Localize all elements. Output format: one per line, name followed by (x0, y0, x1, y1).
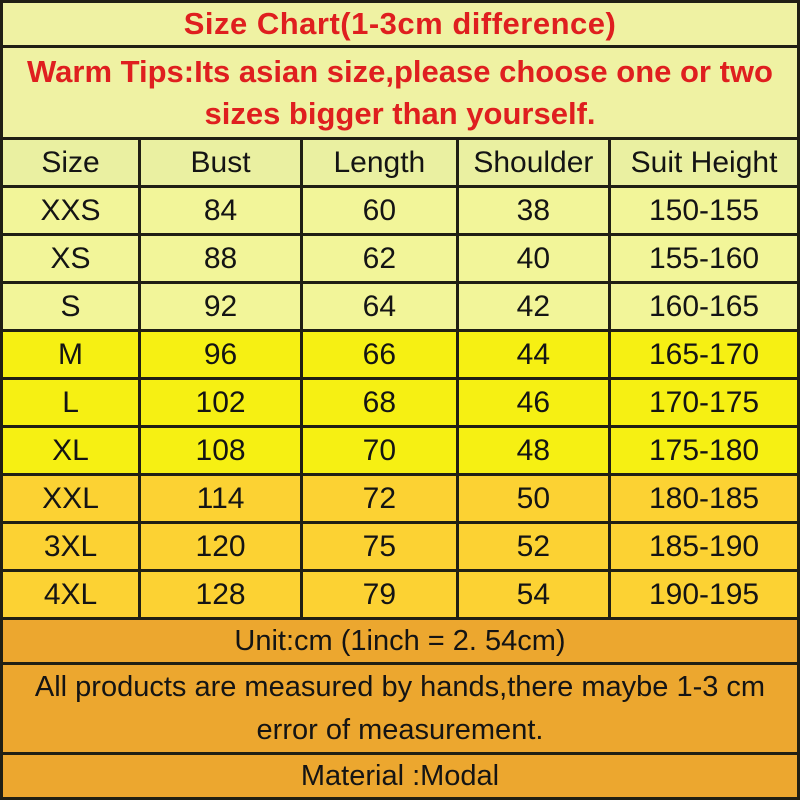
table-row-s: S 92 64 42 160-165 (3, 281, 797, 332)
material-note: Material :Modal (3, 755, 797, 797)
table-row-m: M 96 66 44 165-170 (3, 329, 797, 380)
cell-bust: 88 (138, 233, 304, 284)
cell-suit-height: 175-180 (608, 425, 797, 476)
cell-size: 4XL (3, 569, 142, 620)
column-header-bust: Bust (138, 140, 304, 188)
cell-size: XXS (3, 185, 142, 236)
table-row-4xl: 4XL 128 79 54 190-195 (3, 569, 797, 620)
cell-size: XL (3, 425, 142, 476)
cell-length: 79 (300, 569, 459, 620)
cell-length: 66 (300, 329, 459, 380)
cell-bust: 120 (138, 521, 304, 572)
table-row-3xl: 3XL 120 75 52 185-190 (3, 521, 797, 572)
cell-shoulder: 54 (455, 569, 612, 620)
cell-length: 75 (300, 521, 459, 572)
cell-length: 64 (300, 281, 459, 332)
cell-size: L (3, 377, 142, 428)
cell-suit-height: 185-190 (608, 521, 797, 572)
cell-size: XS (3, 233, 142, 284)
cell-size: 3XL (3, 521, 142, 572)
cell-shoulder: 52 (455, 521, 612, 572)
table-row-xl: XL 108 70 48 175-180 (3, 425, 797, 476)
cell-suit-height: 150-155 (608, 185, 797, 236)
cell-shoulder: 46 (455, 377, 612, 428)
cell-length: 62 (300, 233, 459, 284)
unit-note: Unit:cm (1inch = 2. 54cm) (3, 620, 797, 665)
cell-shoulder: 40 (455, 233, 612, 284)
cell-suit-height: 180-185 (608, 473, 797, 524)
cell-bust: 102 (138, 377, 304, 428)
cell-bust: 84 (138, 185, 304, 236)
table-row-l: L 102 68 46 170-175 (3, 377, 797, 428)
cell-shoulder: 42 (455, 281, 612, 332)
column-header-length: Length (300, 140, 459, 188)
column-header-size: Size (3, 140, 142, 188)
table-header-row: Size Bust Length Shoulder Suit Height (3, 140, 797, 188)
cell-bust: 114 (138, 473, 304, 524)
table-row-xxl: XXL 114 72 50 180-185 (3, 473, 797, 524)
page-title: Size Chart(1-3cm difference) (3, 3, 797, 48)
size-table: Size Bust Length Shoulder Suit Height XX… (3, 140, 797, 620)
cell-size: M (3, 329, 142, 380)
cell-size: XXL (3, 473, 142, 524)
cell-bust: 108 (138, 425, 304, 476)
cell-shoulder: 50 (455, 473, 612, 524)
cell-suit-height: 190-195 (608, 569, 797, 620)
cell-suit-height: 165-170 (608, 329, 797, 380)
cell-suit-height: 170-175 (608, 377, 797, 428)
cell-suit-height: 160-165 (608, 281, 797, 332)
table-row-xs: XS 88 62 40 155-160 (3, 233, 797, 284)
cell-bust: 92 (138, 281, 304, 332)
measurement-note: All products are measured by hands,there… (3, 665, 797, 755)
column-header-shoulder: Shoulder (455, 140, 612, 188)
cell-shoulder: 38 (455, 185, 612, 236)
table-row-xxs: XXS 84 60 38 150-155 (3, 185, 797, 236)
cell-size: S (3, 281, 142, 332)
cell-bust: 96 (138, 329, 304, 380)
cell-shoulder: 44 (455, 329, 612, 380)
column-header-suit-height: Suit Height (608, 140, 797, 188)
cell-length: 68 (300, 377, 459, 428)
cell-length: 72 (300, 473, 459, 524)
cell-bust: 128 (138, 569, 304, 620)
cell-shoulder: 48 (455, 425, 612, 476)
cell-length: 70 (300, 425, 459, 476)
warm-tips-note: Warm Tips:Its asian size,please choose o… (3, 48, 797, 140)
cell-suit-height: 155-160 (608, 233, 797, 284)
cell-length: 60 (300, 185, 459, 236)
